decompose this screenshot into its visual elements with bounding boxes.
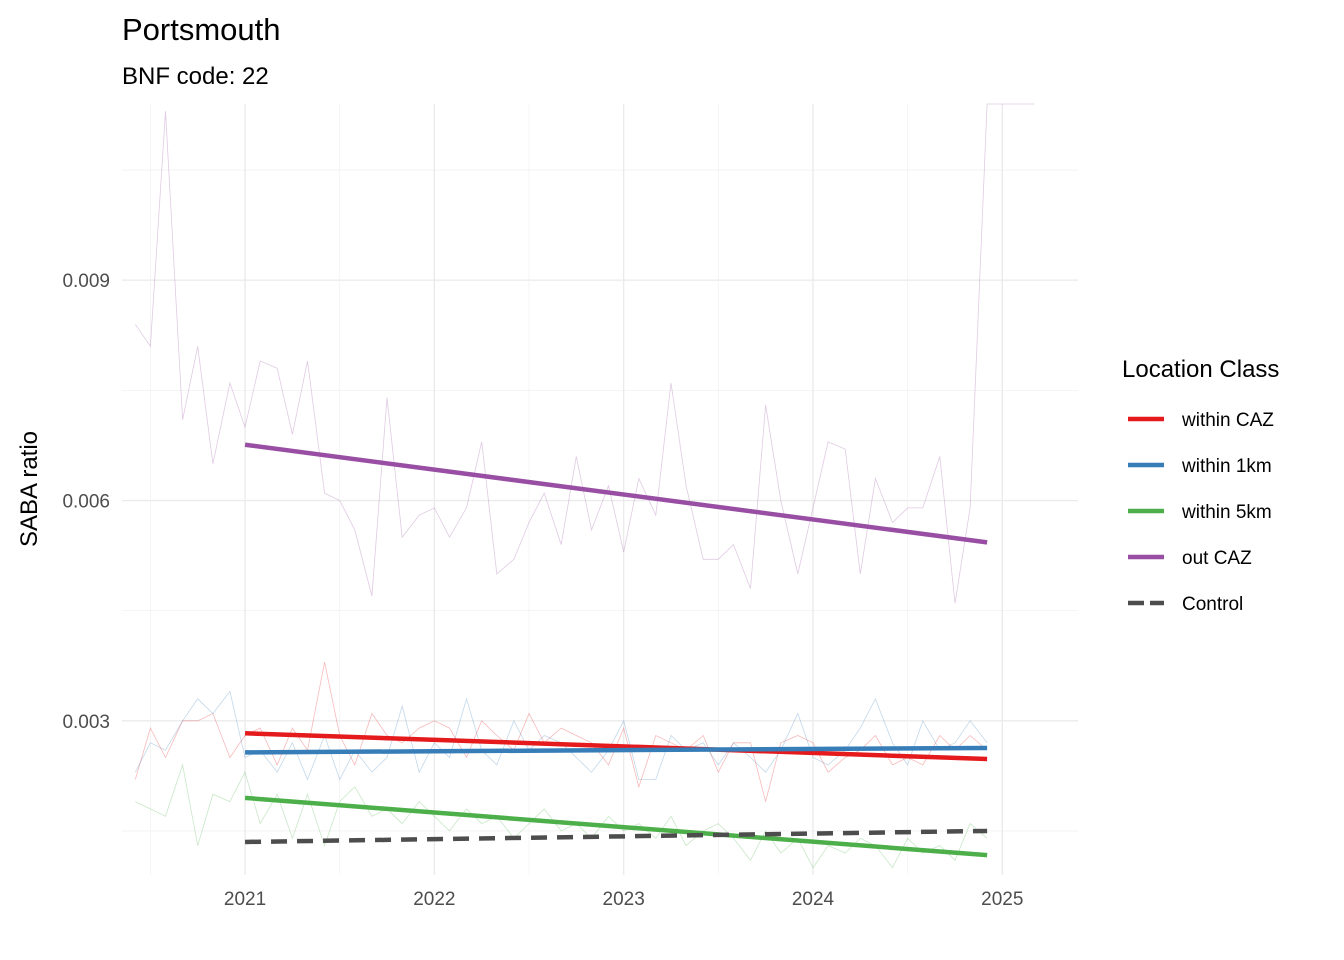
x-tick-label: 2023: [603, 889, 645, 910]
legend-entries: within CAZ within 1km within 5km out CAZ Con…: [1128, 410, 1274, 615]
y-tick-label: 0.003: [62, 712, 110, 733]
y-axis-title: SABA ratio: [16, 431, 43, 547]
legend-label: within 1km: [1181, 456, 1272, 477]
raw-series-line: [134, 103, 1035, 604]
raw-series-line: [135, 763, 988, 869]
chart-subtitle: BNF code: 22: [122, 63, 269, 90]
x-axis-tick-labels: 2021 2022 2023 2024 2025: [224, 889, 1024, 910]
x-tick-label: 2022: [413, 889, 455, 910]
legend-label: within 5km: [1181, 502, 1272, 523]
y-tick-label: 0.009: [62, 271, 110, 292]
trend-line-out-caz: [244, 442, 988, 545]
x-tick-label: 2025: [981, 889, 1023, 910]
legend-label: Control: [1182, 594, 1243, 615]
y-tick-label: 0.006: [62, 492, 110, 513]
trend-line-within-5km: [244, 795, 988, 858]
x-tick-label: 2021: [224, 889, 266, 910]
x-tick-label: 2024: [792, 889, 835, 910]
raw-series-line: [134, 662, 988, 802]
legend-title: Location Class: [1122, 356, 1279, 383]
trend-line-within-1km: [245, 745, 988, 755]
trend-line-within-caz: [244, 731, 988, 762]
trend-line-control: [245, 828, 988, 845]
y-axis-tick-labels: 0.003 0.006 0.009: [62, 271, 110, 733]
chart-title: Portsmouth: [122, 12, 281, 47]
trend-lines: [244, 442, 988, 858]
legend-label: within CAZ: [1181, 410, 1274, 431]
legend-label: out CAZ: [1182, 548, 1252, 569]
